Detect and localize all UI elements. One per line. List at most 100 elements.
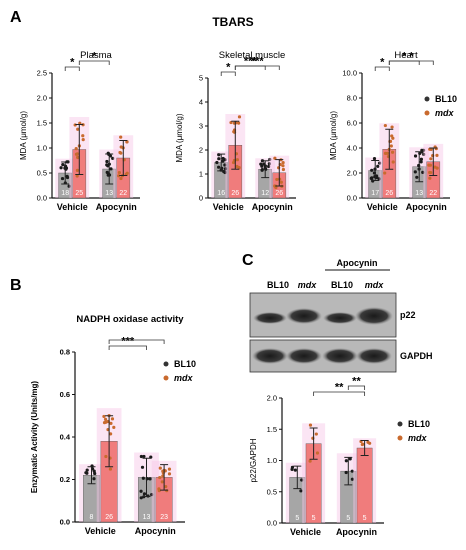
data-point [429, 157, 433, 161]
y-tick-label: 1 [199, 170, 203, 179]
data-point [300, 478, 304, 482]
n-label: 26 [105, 514, 113, 521]
category-label: Apocynin [336, 527, 377, 537]
data-point [383, 171, 387, 175]
data-point [67, 184, 71, 188]
data-point [279, 180, 283, 184]
data-point [413, 154, 418, 158]
significance-label: ** [335, 382, 344, 394]
legend-marker [163, 361, 169, 367]
chart-heart: Heart 0.0 2.0 4.0 6.0 8.0 10.0 MDA (μmol/g) 17 26… [329, 50, 450, 212]
chart-title: Plasma [80, 50, 112, 61]
data-point [76, 155, 80, 160]
n-label: 26 [275, 190, 283, 197]
data-point [104, 454, 108, 459]
data-point [299, 489, 303, 493]
data-point [273, 156, 277, 160]
n-label: 8 [90, 514, 94, 521]
data-point [314, 432, 318, 436]
data-point [308, 459, 312, 463]
significance-bracket [64, 66, 80, 71]
data-point [419, 160, 423, 164]
data-point [268, 157, 272, 162]
legend-marker [163, 375, 169, 381]
n-label: 13 [415, 190, 423, 197]
data-point [75, 168, 80, 172]
data-point [217, 165, 221, 169]
y-tick-label: 1.5 [267, 425, 277, 434]
blot-band [322, 348, 358, 364]
y-tick-label: 0.8 [60, 348, 70, 357]
data-point [235, 158, 239, 162]
significance-label: *** [244, 56, 258, 68]
significance-label: * [226, 62, 231, 74]
data-point [161, 474, 165, 478]
data-point [140, 465, 145, 469]
legend-marker [424, 96, 430, 102]
data-point [217, 157, 221, 161]
data-point [315, 451, 320, 455]
data-point [391, 136, 395, 140]
data-point [92, 477, 96, 481]
data-point [106, 164, 110, 168]
data-point [108, 467, 113, 471]
data-point [376, 164, 380, 168]
chart-title: NADPH oxidase activity [76, 314, 184, 325]
data-point [419, 157, 423, 161]
data-point [235, 164, 239, 169]
n-label: 5 [346, 515, 350, 522]
category-label: Vehicle [290, 527, 321, 537]
significance-bracket [234, 65, 280, 70]
data-point [220, 166, 224, 170]
data-point [74, 147, 78, 151]
blot-lane-label: mdx [298, 280, 318, 290]
data-point [119, 151, 123, 155]
data-point [413, 170, 417, 174]
blot-band [253, 312, 287, 324]
data-point [108, 432, 113, 436]
significance-bracket [374, 66, 390, 71]
data-point [377, 177, 381, 181]
category-label: Apocynin [135, 526, 176, 536]
blot-band [252, 348, 288, 364]
category-label: Vehicle [85, 526, 116, 536]
y-tick-label: 0.0 [267, 519, 277, 528]
data-point [344, 459, 348, 463]
data-point [237, 115, 242, 119]
data-point [119, 176, 123, 181]
y-axis-label: p22/GAPDH [249, 438, 258, 482]
data-point [435, 166, 439, 170]
data-point [148, 477, 152, 481]
n-label: 13 [105, 190, 113, 197]
data-point [160, 480, 164, 484]
data-point [281, 160, 285, 165]
n-label: 5 [312, 515, 316, 522]
data-point [231, 160, 236, 165]
data-point [102, 421, 107, 425]
chart-plasma: Plasma 0.0 0.5 1.0 1.5 2.0 2.5 MDA (μmol/g) 18 25… [19, 50, 140, 212]
data-point [389, 144, 393, 148]
data-point [267, 164, 271, 169]
blot-band-label-gapdh: GAPDH [400, 351, 433, 361]
data-point [112, 425, 116, 429]
data-point [60, 176, 65, 181]
n-label: 23 [160, 514, 168, 521]
n-label: 5 [363, 515, 367, 522]
western-blot: Apocynin BL10 mdx BL10 mdx p22 GAPDH [249, 258, 433, 373]
data-point [158, 475, 162, 480]
data-point [260, 168, 264, 172]
category-label: Apocynin [252, 202, 293, 212]
data-point [421, 170, 425, 175]
data-point [372, 157, 377, 161]
data-point [350, 469, 354, 473]
data-point [81, 138, 85, 142]
n-label: 18 [61, 190, 69, 197]
data-point [110, 417, 115, 421]
data-point [237, 121, 241, 125]
significance-label: ** [352, 376, 361, 388]
data-point [348, 457, 352, 461]
significance-bracket [313, 391, 366, 396]
data-point [81, 134, 85, 138]
data-point [76, 127, 80, 131]
